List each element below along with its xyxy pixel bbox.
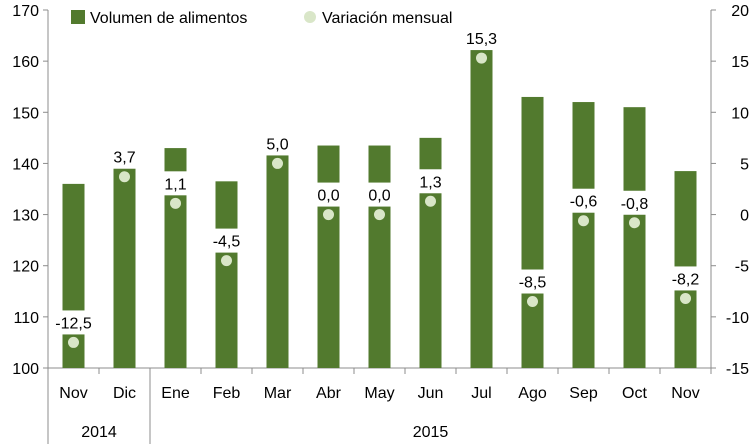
point-variacion: [476, 52, 487, 64]
bar-volumen: [215, 252, 238, 368]
left-tick-label: 170: [12, 3, 39, 20]
category-label: Nov: [671, 385, 699, 402]
point-variacion: [323, 209, 334, 221]
category-label: Jul: [471, 385, 491, 402]
data-label-variacion: 1,3: [419, 174, 441, 191]
bar-volumen: [368, 145, 391, 183]
data-label-variacion: 1,1: [164, 176, 186, 193]
bar-volumen: [419, 137, 442, 170]
bar-volumen: [317, 206, 340, 368]
bar-volumen: [674, 171, 697, 267]
data-label-variacion: -12,5: [55, 315, 92, 332]
left-tick-label: 160: [12, 54, 39, 71]
category-label: Ene: [161, 385, 190, 402]
point-variacion: [680, 292, 691, 304]
data-labels: -12,5 3,7 1,1 -4,5 5,0 0,0 0,0 1,3 15,3 -8,5 -0,6 -…: [55, 31, 699, 332]
category-label: Ago: [518, 385, 547, 402]
bar-volumen: [164, 148, 187, 172]
category-label: May: [364, 385, 394, 402]
bars: [62, 50, 697, 369]
data-label-variacion: 15,3: [466, 31, 497, 48]
bar-volumen: [521, 293, 544, 368]
data-label-variacion: 3,7: [113, 150, 135, 167]
category-label: Oct: [622, 385, 647, 402]
bar-volumen: [62, 183, 85, 311]
left-tick-label: 100: [12, 361, 39, 378]
category-label: Feb: [213, 385, 241, 402]
bar-volumen: [419, 193, 442, 368]
point-variacion: [221, 255, 232, 267]
right-tick-label: -15: [726, 361, 749, 378]
left-tick-label: 130: [12, 208, 39, 225]
bar-volumen: [623, 214, 646, 368]
bar-volumen: [674, 290, 697, 368]
legend: Volumen de alimentos Variación mensual: [71, 10, 452, 27]
bar-volumen: [572, 102, 595, 189]
category-label: Jun: [418, 385, 444, 402]
data-label-variacion: -8,2: [672, 271, 700, 288]
bar-volumen: [62, 334, 85, 368]
right-tick-label: -10: [726, 310, 749, 327]
point-variacion: [374, 209, 385, 221]
data-label-variacion: -4,5: [213, 234, 241, 251]
data-label-variacion: -8,5: [519, 275, 547, 292]
bar-volumen: [215, 181, 238, 229]
data-label-variacion: 0,0: [317, 188, 339, 205]
right-tick-label: 0: [740, 208, 749, 225]
category-label: Nov: [59, 385, 87, 402]
legend-swatch-variacion: [304, 11, 316, 23]
bar-volumen: [572, 212, 595, 368]
point-variacion: [425, 195, 436, 207]
data-label-variacion: 0,0: [368, 188, 390, 205]
point-variacion: [527, 296, 538, 308]
legend-label-volumen: Volumen de alimentos: [90, 10, 247, 27]
category-label: Abr: [316, 385, 342, 402]
year-labels: 2014 2015: [81, 424, 448, 441]
point-variacion: [170, 197, 181, 209]
point-variacion: [68, 336, 79, 348]
category-label: Dic: [113, 385, 136, 402]
category-labels: Nov Dic Ene Feb Mar Abr May Jun Jul Ago Sep Oct Nov: [59, 385, 699, 402]
bar-volumen: [113, 168, 136, 368]
legend-swatch-volumen: [71, 10, 85, 24]
bar-volumen: [164, 195, 187, 368]
left-axis-ticks: 100 110 120 130 140 150 160 170: [12, 3, 48, 378]
right-tick-label: 10: [731, 105, 749, 122]
data-label-variacion: -0,8: [621, 196, 649, 213]
year-label: 2014: [81, 424, 117, 441]
left-tick-label: 120: [12, 259, 39, 276]
right-tick-label: 5: [740, 156, 749, 173]
bar-volumen: [521, 96, 544, 270]
right-tick-label: 20: [731, 3, 749, 20]
data-label-variacion: -0,6: [570, 194, 598, 211]
right-tick-label: -5: [735, 259, 749, 276]
bar-volumen: [266, 155, 289, 368]
category-label: Sep: [569, 385, 598, 402]
left-tick-label: 140: [12, 156, 39, 173]
bar-volumen: [623, 107, 646, 191]
right-tick-label: 15: [731, 54, 749, 71]
point-variacion: [272, 157, 283, 169]
bar-volumen: [368, 206, 391, 368]
category-label: Mar: [264, 385, 292, 402]
legend-label-variacion: Variación mensual: [322, 10, 452, 27]
left-tick-label: 110: [13, 310, 39, 327]
point-variacion: [119, 171, 130, 183]
data-label-variacion: 5,0: [266, 136, 288, 153]
left-tick-label: 150: [12, 105, 39, 122]
year-label: 2015: [413, 424, 449, 441]
points: [68, 52, 691, 348]
bar-volumen: [470, 50, 493, 369]
point-variacion: [629, 217, 640, 229]
point-variacion: [578, 215, 589, 227]
right-axis-ticks: -15 -10 -5 0 5 10 15 20: [711, 3, 749, 378]
bar-volumen: [317, 145, 340, 183]
